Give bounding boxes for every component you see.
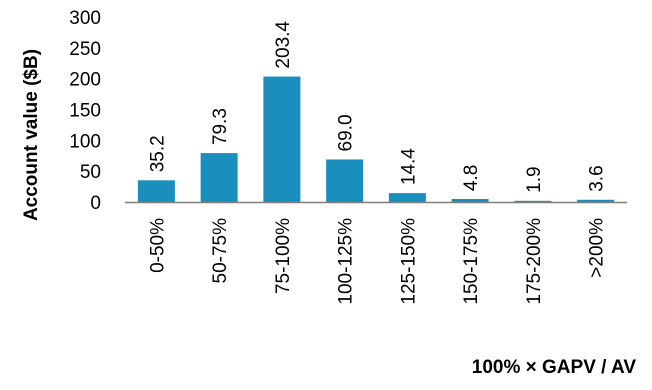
- bar: [577, 199, 615, 202]
- category-label: 100-125%: [336, 218, 357, 305]
- bar: [514, 200, 552, 202]
- category-label: 175-200%: [524, 218, 545, 305]
- bars: [137, 76, 615, 202]
- bar: [200, 153, 238, 202]
- category-label: 50-75%: [210, 218, 231, 284]
- data-label: 1.9: [524, 166, 545, 192]
- data-label: 79.3: [210, 108, 231, 145]
- x-axis-title: 100% × GAPV / AV: [472, 357, 637, 378]
- y-tick-label: 100: [69, 131, 101, 152]
- bar: [137, 180, 175, 202]
- data-label: 35.2: [147, 135, 168, 172]
- category-label: 150-175%: [461, 218, 482, 305]
- data-label: 14.4: [398, 148, 419, 185]
- data-label: 69.0: [336, 114, 357, 151]
- y-axis-ticks: 0 50 100 150 200 250 300: [69, 8, 101, 214]
- category-label: >200%: [587, 218, 608, 278]
- category-label: 125-150%: [398, 218, 419, 305]
- category-label: 0-50%: [147, 218, 168, 273]
- category-label: 75-100%: [273, 218, 294, 294]
- bar: [263, 76, 301, 202]
- data-label: 4.8: [461, 165, 482, 191]
- data-label: 203.4: [273, 21, 294, 69]
- y-axis-title: Account value ($B): [21, 49, 42, 221]
- y-tick-label: 50: [80, 162, 101, 183]
- y-tick-label: 250: [69, 39, 101, 60]
- category-labels: 0-50% 50-75% 75-100% 100-125% 125-150% 150-17…: [147, 218, 607, 305]
- y-tick-label: 200: [69, 70, 101, 91]
- bar: [451, 199, 489, 202]
- y-tick-label: 150: [69, 101, 101, 122]
- bar: [326, 159, 364, 202]
- data-labels: 35.2 79.3 203.4 69.0 14.4 4.8 1.9 3.6: [147, 21, 607, 193]
- data-label: 3.6: [587, 165, 608, 191]
- y-tick-label: 0: [90, 193, 101, 214]
- y-tick-label: 300: [69, 8, 101, 29]
- bar: [388, 193, 426, 202]
